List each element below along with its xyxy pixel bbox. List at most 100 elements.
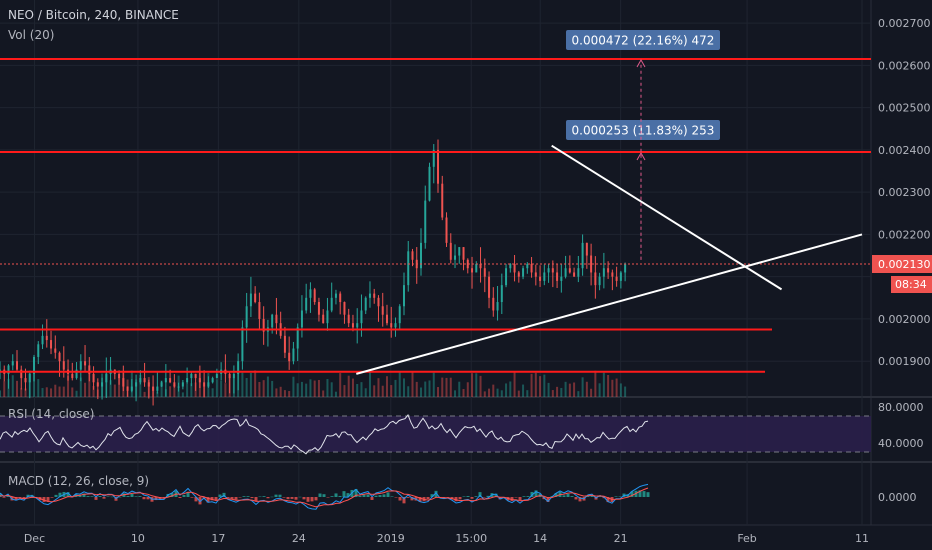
volume-bar (611, 379, 614, 397)
price-tick-label: 0.001900 (878, 355, 931, 368)
candle-body (296, 327, 299, 349)
volume-bar (326, 379, 329, 397)
candle-body (564, 268, 567, 277)
volume-bar (547, 382, 550, 397)
macd-histogram-bar (458, 497, 462, 500)
candle-body (254, 293, 257, 303)
candle-body (92, 373, 95, 383)
measure-annotations[interactable]: 0.000253 (11.83%) 253 0.000472 (22.16%) 4… (566, 30, 720, 260)
candle-body (466, 259, 469, 269)
candle-body (84, 361, 87, 366)
macd-histogram-bar (182, 495, 186, 497)
candle-body (215, 373, 218, 379)
candle-body (424, 200, 427, 243)
macd-histogram-bar (66, 492, 70, 497)
volume-bar (24, 388, 27, 397)
candle-body (288, 352, 291, 362)
rsi-legend[interactable]: RSI (14, close) (8, 407, 95, 421)
rsi-band (0, 416, 871, 452)
macd-histogram-bar (554, 493, 558, 497)
macd-histogram-bar (98, 496, 102, 497)
volume-bar (368, 371, 371, 397)
volume-bar (249, 372, 252, 397)
candle-body (232, 373, 235, 379)
volume-bar (88, 373, 91, 397)
candle-body (471, 268, 474, 273)
candle-body (607, 268, 610, 273)
volume-bar (220, 380, 223, 397)
macd-legend[interactable]: MACD (12, 26, close, 9) (8, 474, 150, 488)
macd-histogram-bar (258, 496, 262, 498)
volume-bar (598, 383, 601, 397)
macd-histogram-bar (102, 497, 106, 499)
symbol-legend[interactable]: NEO / Bitcoin, 240, BINANCE (8, 8, 179, 22)
macd-histogram-bar (214, 497, 218, 501)
macd-histogram-bar (278, 494, 282, 497)
candle-body (351, 323, 354, 328)
price-tick-label: 0.002000 (878, 313, 931, 326)
price-tick-label: 0.002500 (878, 102, 931, 115)
candle-body (398, 306, 401, 324)
rsi-tick-label: 80.0000 (878, 401, 924, 414)
volume-bar (385, 376, 388, 397)
trendlines[interactable] (356, 144, 863, 375)
macd-histogram-bar (334, 493, 338, 497)
volume-bar (505, 383, 508, 397)
volume-bar (513, 371, 516, 397)
candle-body (126, 386, 129, 391)
candle-body (513, 264, 516, 273)
volume-bar (109, 380, 112, 397)
candle-body (619, 272, 622, 281)
candle-body (160, 382, 163, 387)
volume-bar (428, 380, 431, 397)
volume-bar (317, 379, 320, 397)
volume-bar (305, 383, 308, 397)
countdown-value: 08:34 (895, 278, 927, 291)
candle-body (20, 369, 23, 379)
volume-bar (479, 375, 482, 397)
volume-bar (394, 379, 397, 397)
macd-histogram-bar (310, 497, 314, 502)
volume-bar (509, 381, 512, 397)
candle-body (496, 302, 499, 311)
candle-body (194, 373, 197, 379)
macd-histogram-bar (286, 497, 290, 500)
macd-histogram-bar (146, 497, 150, 500)
candle-body (454, 255, 457, 260)
candle-body (11, 361, 14, 366)
macd-histogram-bar (94, 497, 98, 500)
candle-body (45, 335, 48, 341)
volume-bar (339, 373, 342, 397)
time-axis[interactable]: Dec 10 17 24 2019 15:00 14 21 Feb 11 (24, 532, 869, 545)
macd-histogram-bar (462, 496, 466, 497)
macd-histogram-bar (434, 490, 438, 497)
candle-body (509, 264, 512, 269)
candle-body (249, 293, 252, 307)
macd-histogram-bar (590, 495, 594, 497)
time-tick-label: 14 (533, 532, 547, 545)
candle-body (526, 264, 529, 269)
volume-legend[interactable]: Vol (20) (8, 28, 55, 42)
candle-body (186, 378, 189, 383)
price-axis[interactable]: 0.002700 0.002600 0.002500 0.002400 0.002300… (872, 17, 932, 504)
candle-body (198, 378, 201, 383)
volume-bar (322, 390, 325, 397)
macd-histogram-bar (54, 494, 58, 497)
candle-body (573, 272, 576, 277)
macd-histogram-bar (454, 497, 458, 502)
candlestick-series (0, 139, 627, 406)
macd-histogram-bar (118, 496, 122, 498)
macd-histogram-bar (106, 496, 110, 497)
macd-histogram-bar (6, 495, 10, 497)
candle-body (373, 293, 376, 298)
horizontal-levels[interactable] (0, 58, 871, 373)
volume-bar (619, 383, 622, 397)
candle-body (130, 386, 133, 391)
volume-bar (169, 386, 172, 397)
measure-label-text: 0.000253 (11.83%) 253 (572, 124, 715, 138)
macd-histogram-bar (170, 493, 174, 497)
candle-body (488, 276, 491, 298)
candle-body (334, 293, 337, 298)
